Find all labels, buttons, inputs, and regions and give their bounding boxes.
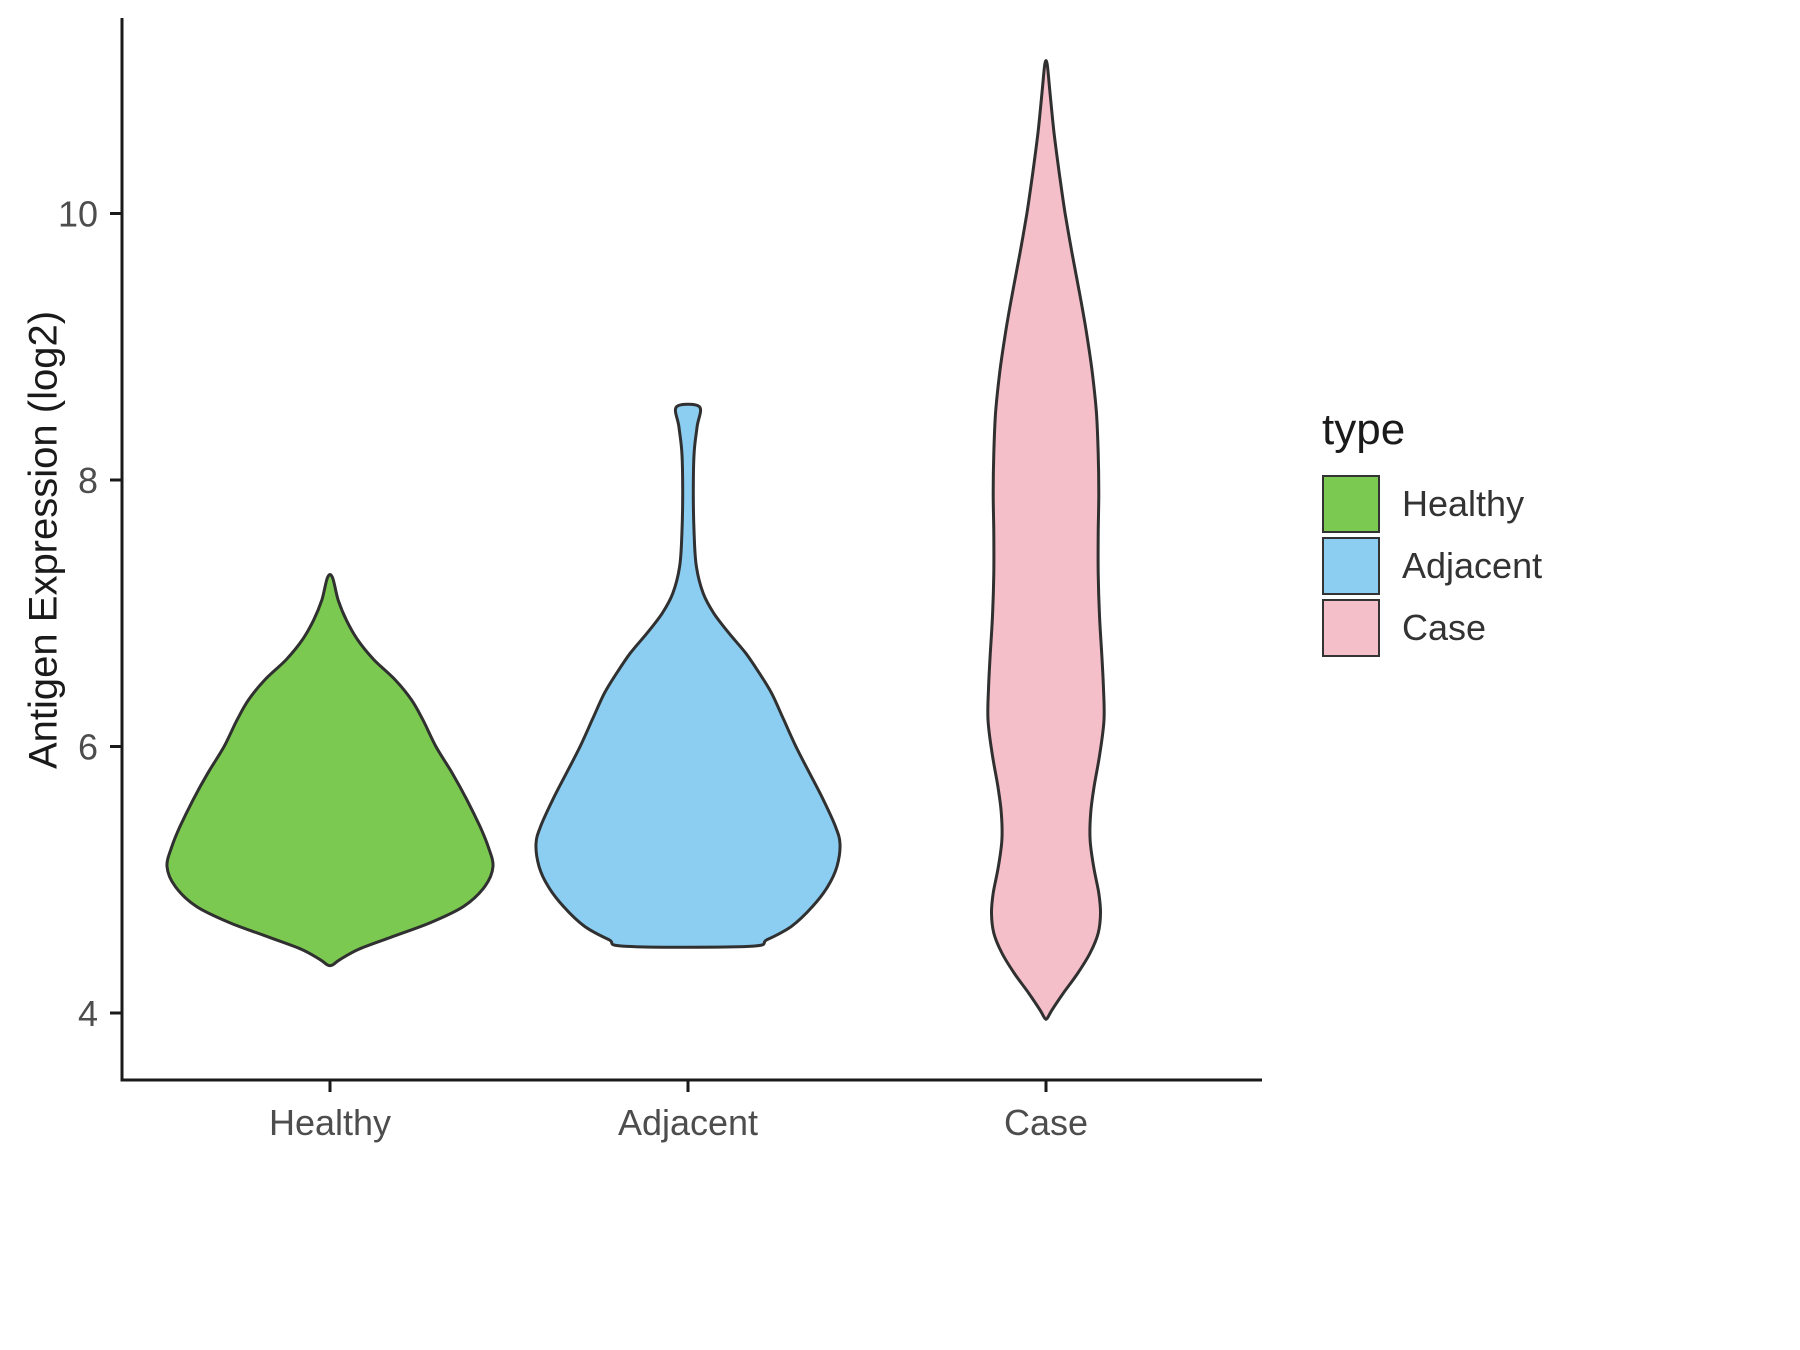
legend: type Healthy Adjacent Case: [1322, 405, 1542, 661]
y-tick-label: 10: [58, 194, 98, 235]
violin-healthy: [165, 573, 495, 968]
legend-label: Healthy: [1402, 483, 1525, 524]
legend-swatch: [1322, 599, 1380, 657]
legend-label: Adjacent: [1402, 545, 1543, 586]
violin-adjacent: [534, 402, 842, 949]
legend-item-adjacent: Adjacent: [1322, 537, 1542, 595]
legend-item-healthy: Healthy: [1322, 475, 1542, 533]
legend-items: Healthy Adjacent Case: [1322, 475, 1542, 657]
legend-label: Case: [1402, 607, 1487, 648]
x-tick-label: Healthy: [269, 1102, 391, 1143]
y-axis-title: Antigen Expression (log2): [21, 310, 66, 770]
y-tick-label: 4: [78, 993, 98, 1034]
x-tick-label: Case: [1004, 1102, 1088, 1143]
y-tick-label: 8: [78, 460, 98, 501]
legend-title: type: [1322, 405, 1406, 454]
legend-swatch: [1322, 537, 1380, 595]
y-tick-label: 6: [78, 727, 98, 768]
violin-case: [986, 59, 1106, 1021]
legend-item-case: Case: [1322, 599, 1542, 657]
x-tick-label: Adjacent: [618, 1102, 758, 1143]
legend-swatch: [1322, 475, 1380, 533]
